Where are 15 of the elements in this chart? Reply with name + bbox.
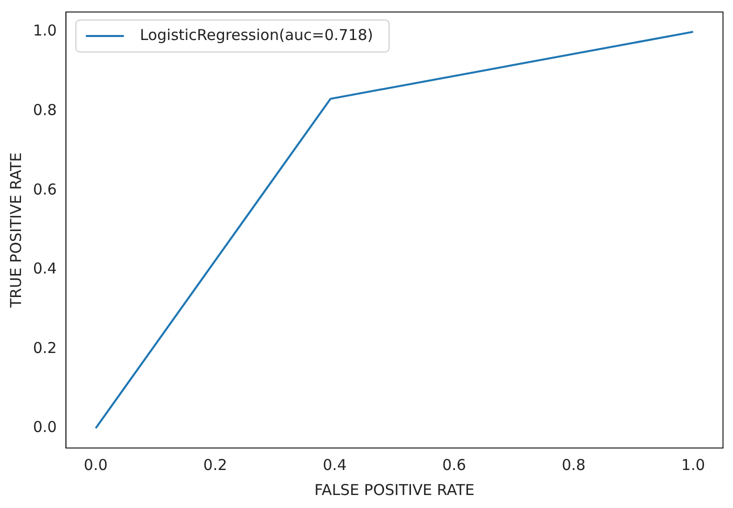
x-tick-label: 0.4	[322, 456, 347, 474]
x-tick-label: 0.0	[84, 456, 108, 474]
y-tick-label: 1.0	[32, 22, 57, 40]
y-tick-label: 0.0	[32, 418, 57, 436]
y-axis-title: TRUE POSITIVE RATE	[6, 152, 25, 309]
y-tick-label: 0.6	[32, 180, 57, 198]
x-tick-label: 0.6	[442, 456, 466, 474]
x-tick-label: 0.8	[562, 456, 586, 474]
x-axis-title: FALSE POSITIVE RATE	[314, 480, 474, 499]
x-tick-label: 0.2	[203, 456, 228, 474]
y-tick-label: 0.8	[32, 100, 57, 119]
y-tick-label: 0.2	[32, 338, 57, 357]
x-tick-label: 1.0	[681, 456, 706, 474]
legend-label: LogisticRegression(auc=0.718)	[140, 26, 374, 44]
y-tick-label: 0.4	[32, 260, 57, 278]
